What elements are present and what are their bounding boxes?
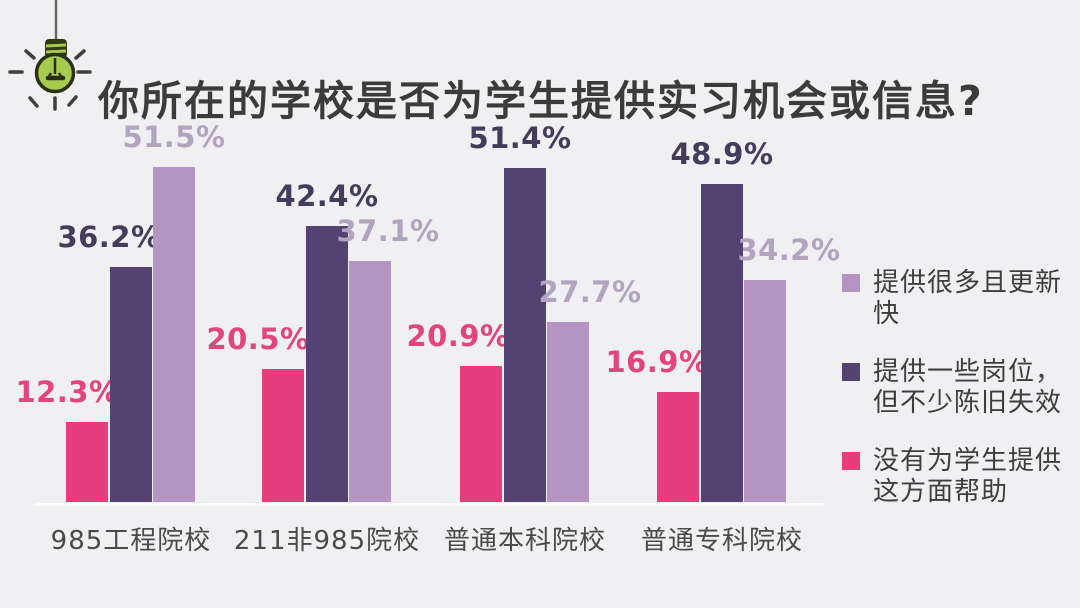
bar-series1-group3 (701, 184, 743, 502)
value-label-series0-group0: 12.3% (15, 375, 119, 410)
bar-chart: 985工程院校 211非985院校 普通本科院校 普通专科院校 12.3% 20.… (15, 120, 840, 556)
legend-label: 提供一些岗位，但不少陈旧失效 (873, 357, 1063, 418)
bulb-filament (57, 72, 64, 79)
bar-series0-group1 (262, 368, 304, 502)
bar-series2-group3 (744, 279, 786, 502)
chart-baseline (36, 503, 824, 506)
category-label-benke: 普通本科院校 (443, 526, 606, 556)
value-label-series2-group2: 27.7% (538, 274, 642, 309)
legend-item-dark-purple: 提供一些岗位，但不少陈旧失效 (842, 357, 1074, 419)
legend-swatch-pink (842, 452, 860, 470)
value-label-series2-group3: 34.2% (737, 232, 841, 267)
category-label-211: 211非985院校 (233, 526, 421, 556)
value-label-series1-group1: 42.4% (275, 179, 379, 214)
value-label-series1-group0: 36.2% (57, 219, 161, 254)
value-label-series0-group1: 20.5% (206, 321, 310, 356)
category-label-985: 985工程院校 (50, 526, 212, 556)
bar-series1-group1 (306, 226, 348, 502)
bar-series1-group0 (110, 266, 152, 502)
legend-label: 提供很多且更新快 (873, 268, 1063, 329)
legend-swatch-light-purple (842, 274, 860, 292)
bar-series1-group2 (504, 167, 546, 502)
legend-item-pink: 没有为学生提供这方面帮助 (842, 446, 1074, 508)
bulb-filament (46, 72, 53, 79)
bar-series0-group3 (657, 392, 699, 502)
bar-series2-group1 (349, 260, 391, 502)
value-label-series2-group0: 51.5% (122, 120, 226, 155)
legend-label: 没有为学生提供这方面帮助 (873, 446, 1063, 507)
chart-title: 你所在的学校是否为学生提供实习机会或信息? (98, 77, 984, 126)
value-label-series0-group3: 16.9% (605, 345, 709, 380)
lightbulb-icon (8, 0, 92, 111)
value-label-series1-group2: 51.4% (468, 120, 572, 155)
chart-legend: 提供很多且更新快 提供一些岗位，但不少陈旧失效 没有为学生提供这方面帮助 (842, 268, 1074, 535)
value-label-series2-group1: 37.1% (336, 213, 440, 248)
bar-series2-group2 (547, 321, 589, 502)
bulb-cap-stripe (45, 43, 67, 48)
bulb-cap-stripe (45, 49, 67, 54)
value-label-series1-group3: 48.9% (670, 137, 774, 172)
legend-item-light-purple: 提供很多且更新快 (842, 268, 1074, 330)
bar-series2-group0 (153, 167, 195, 502)
bar-series0-group0 (66, 422, 108, 502)
value-label-series0-group2: 20.9% (406, 319, 510, 354)
legend-swatch-dark-purple (842, 363, 860, 381)
bar-series0-group2 (460, 366, 502, 502)
bulb-rays (8, 49, 92, 111)
category-label-zhuanke: 普通专科院校 (640, 526, 803, 556)
